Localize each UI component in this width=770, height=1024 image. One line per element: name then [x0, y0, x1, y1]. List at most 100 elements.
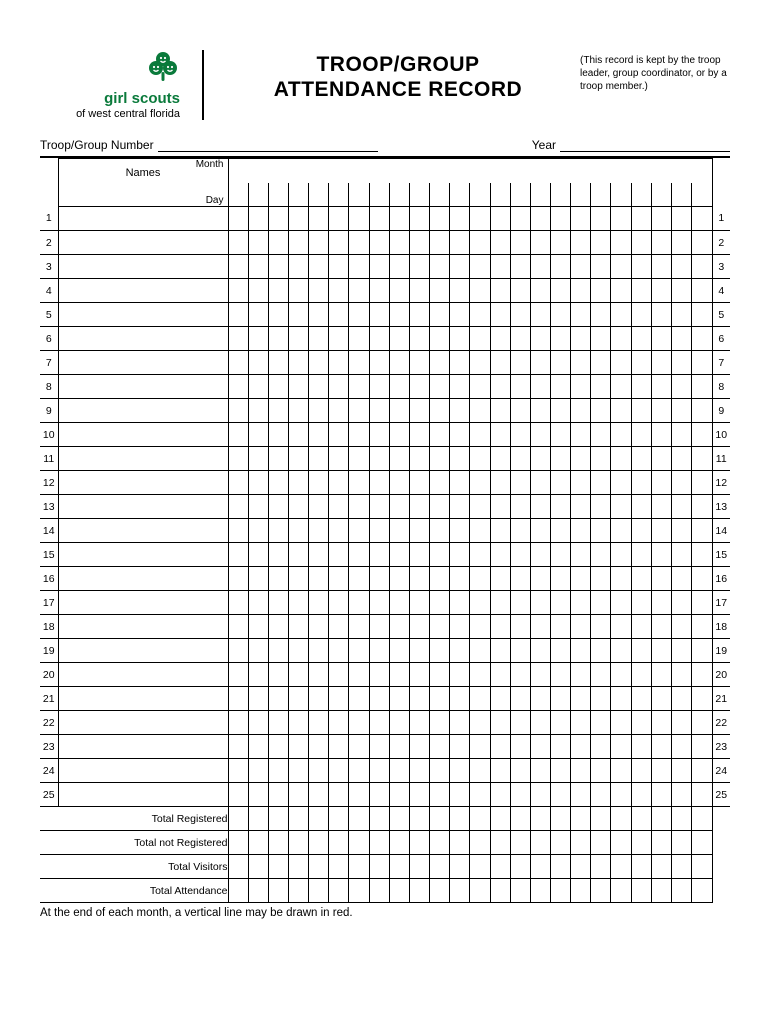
attendance-cell[interactable]	[430, 783, 450, 807]
attendance-cell[interactable]	[510, 279, 530, 303]
attendance-cell[interactable]	[349, 615, 369, 639]
attendance-cell[interactable]	[510, 639, 530, 663]
attendance-cell[interactable]	[571, 471, 591, 495]
attendance-cell[interactable]	[510, 471, 530, 495]
attendance-cell[interactable]	[631, 735, 651, 759]
totals-cell[interactable]	[631, 879, 651, 903]
attendance-cell[interactable]	[309, 231, 329, 255]
totals-cell[interactable]	[671, 879, 691, 903]
totals-cell[interactable]	[369, 807, 389, 831]
attendance-cell[interactable]	[571, 543, 591, 567]
attendance-cell[interactable]	[591, 687, 611, 711]
attendance-cell[interactable]	[329, 783, 349, 807]
attendance-cell[interactable]	[228, 519, 248, 543]
attendance-cell[interactable]	[268, 495, 288, 519]
attendance-cell[interactable]	[389, 351, 409, 375]
attendance-cell[interactable]	[288, 351, 308, 375]
attendance-cell[interactable]	[530, 423, 550, 447]
totals-cell[interactable]	[409, 831, 429, 855]
day-cell[interactable]	[470, 183, 490, 207]
attendance-cell[interactable]	[551, 327, 571, 351]
attendance-cell[interactable]	[510, 351, 530, 375]
attendance-cell[interactable]	[530, 711, 550, 735]
day-cell[interactable]	[611, 183, 631, 207]
totals-cell[interactable]	[611, 807, 631, 831]
attendance-cell[interactable]	[248, 543, 268, 567]
attendance-cell[interactable]	[651, 327, 671, 351]
name-cell[interactable]	[58, 615, 228, 639]
attendance-cell[interactable]	[551, 207, 571, 231]
totals-cell[interactable]	[530, 831, 550, 855]
attendance-cell[interactable]	[268, 687, 288, 711]
attendance-cell[interactable]	[591, 231, 611, 255]
attendance-cell[interactable]	[692, 495, 712, 519]
attendance-cell[interactable]	[671, 447, 691, 471]
attendance-cell[interactable]	[309, 327, 329, 351]
attendance-cell[interactable]	[530, 687, 550, 711]
attendance-cell[interactable]	[692, 543, 712, 567]
attendance-cell[interactable]	[671, 351, 691, 375]
attendance-cell[interactable]	[671, 615, 691, 639]
day-cell[interactable]	[309, 183, 329, 207]
totals-cell[interactable]	[288, 831, 308, 855]
attendance-cell[interactable]	[591, 375, 611, 399]
totals-cell[interactable]	[389, 831, 409, 855]
attendance-cell[interactable]	[389, 279, 409, 303]
attendance-cell[interactable]	[551, 447, 571, 471]
attendance-cell[interactable]	[369, 663, 389, 687]
attendance-cell[interactable]	[611, 663, 631, 687]
attendance-cell[interactable]	[591, 471, 611, 495]
attendance-cell[interactable]	[430, 207, 450, 231]
attendance-cell[interactable]	[470, 303, 490, 327]
attendance-cell[interactable]	[389, 663, 409, 687]
attendance-cell[interactable]	[692, 399, 712, 423]
attendance-cell[interactable]	[228, 783, 248, 807]
attendance-cell[interactable]	[530, 279, 550, 303]
attendance-cell[interactable]	[692, 567, 712, 591]
name-cell[interactable]	[58, 327, 228, 351]
attendance-cell[interactable]	[571, 687, 591, 711]
attendance-cell[interactable]	[329, 375, 349, 399]
totals-cell[interactable]	[329, 855, 349, 879]
day-cell[interactable]	[389, 183, 409, 207]
totals-cell[interactable]	[571, 807, 591, 831]
attendance-cell[interactable]	[369, 351, 389, 375]
attendance-cell[interactable]	[631, 567, 651, 591]
totals-cell[interactable]	[349, 855, 369, 879]
attendance-cell[interactable]	[530, 519, 550, 543]
attendance-cell[interactable]	[309, 471, 329, 495]
attendance-cell[interactable]	[268, 663, 288, 687]
attendance-cell[interactable]	[571, 591, 591, 615]
attendance-cell[interactable]	[470, 687, 490, 711]
totals-cell[interactable]	[692, 879, 712, 903]
attendance-cell[interactable]	[631, 327, 651, 351]
totals-cell[interactable]	[228, 831, 248, 855]
attendance-cell[interactable]	[571, 375, 591, 399]
attendance-cell[interactable]	[470, 567, 490, 591]
attendance-cell[interactable]	[288, 279, 308, 303]
totals-cell[interactable]	[591, 807, 611, 831]
day-cell[interactable]	[430, 183, 450, 207]
totals-cell[interactable]	[389, 879, 409, 903]
attendance-cell[interactable]	[369, 495, 389, 519]
attendance-cell[interactable]	[651, 399, 671, 423]
attendance-cell[interactable]	[409, 567, 429, 591]
attendance-cell[interactable]	[510, 207, 530, 231]
attendance-cell[interactable]	[288, 735, 308, 759]
month-row[interactable]	[228, 159, 712, 183]
attendance-cell[interactable]	[329, 423, 349, 447]
attendance-cell[interactable]	[268, 279, 288, 303]
attendance-cell[interactable]	[288, 591, 308, 615]
attendance-cell[interactable]	[490, 327, 510, 351]
attendance-cell[interactable]	[651, 615, 671, 639]
attendance-cell[interactable]	[329, 615, 349, 639]
totals-cell[interactable]	[692, 831, 712, 855]
attendance-cell[interactable]	[611, 279, 631, 303]
attendance-cell[interactable]	[268, 303, 288, 327]
totals-cell[interactable]	[470, 855, 490, 879]
attendance-cell[interactable]	[510, 687, 530, 711]
attendance-cell[interactable]	[309, 423, 329, 447]
attendance-cell[interactable]	[349, 687, 369, 711]
attendance-cell[interactable]	[631, 639, 651, 663]
attendance-cell[interactable]	[450, 687, 470, 711]
